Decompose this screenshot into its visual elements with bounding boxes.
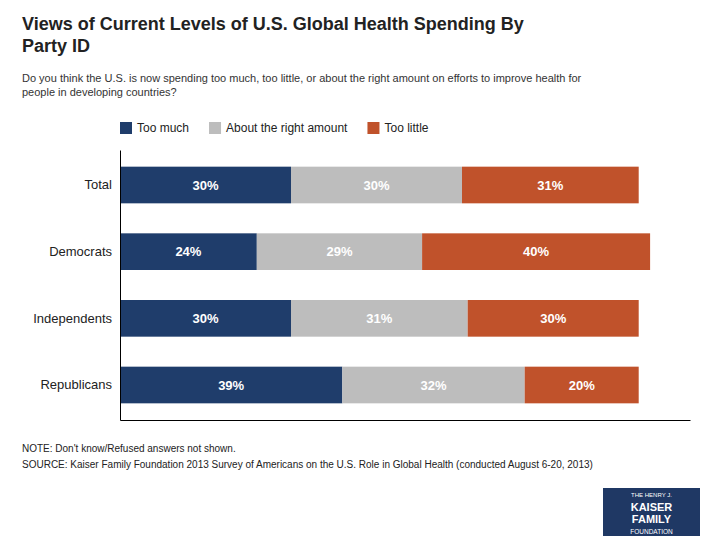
tick: Independents [33,310,112,325]
legend-label: Too much [137,121,189,135]
title: Views of Current Levels of U.S. Global H… [22,14,524,56]
bar [120,300,291,337]
logo-text: FOUNDATION [630,528,673,535]
legend-label: About the right amount [226,121,348,135]
legend-swatch [209,122,221,134]
bar [468,300,639,337]
title-line: Views of Current Levels of U.S. Global H… [22,14,524,34]
legend-label: Too little [384,121,428,135]
legend-swatch [120,122,132,134]
legend-item: Too little [367,121,428,135]
subtitle-line: Do you think the U.S. is now spending to… [22,72,582,84]
data-label: 31% [366,311,392,326]
bar [342,367,524,404]
bar [525,367,639,404]
logo-text: KAISER [631,501,673,513]
data-label: 39% [218,378,244,393]
logo: THE HENRY J. KAISERFAMILY FOUNDATION [603,488,700,536]
value-axis [121,420,691,421]
bar [422,233,650,270]
bar [257,233,422,270]
data-label: 31% [537,178,563,193]
axis-line [121,420,691,421]
data-label: 30% [192,311,218,326]
tick-label: Independents [33,310,112,325]
tick: Democrats [49,244,112,259]
data-label: 24% [175,244,201,259]
tick: Republicans [40,377,112,392]
legend: Too much About the right amount Too little [120,121,429,135]
category-axis: Total Democrats Independents Republicans [33,151,120,421]
bar [291,167,462,204]
bar [291,300,468,337]
data-label: 29% [326,244,352,259]
tick-label: Total [85,177,113,192]
data-label: 30% [540,311,566,326]
legend-item: About the right amount [209,121,348,135]
data-label: 40% [523,244,549,259]
axis-line [120,151,121,421]
data-label: 30% [363,178,389,193]
tick-label: Republicans [40,377,112,392]
data-label: 32% [420,378,446,393]
chart: Views of Current Levels of U.S. Global H… [0,0,720,540]
tick: Total [85,177,113,192]
plot: 30% 24% 30% 39% 30% 29% 31% 32% 31% 40% 30% 20% Tota… [33,151,690,421]
logo-text: THE HENRY J. [631,492,672,498]
data-label: 30% [192,178,218,193]
bar [120,233,257,270]
legend-swatch [367,122,379,134]
logo-text: FAMILY [632,513,672,525]
data-label: 20% [569,378,595,393]
legend-item: Too much [120,121,189,135]
note: SOURCE: Kaiser Family Foundation 2013 Su… [22,459,593,470]
data-labels: 30% 24% 30% 39% 30% 29% 31% 32% 31% 40% 30% 20% [175,178,595,393]
logo-box [603,488,700,536]
title-line: Party ID [22,36,90,56]
bars [120,167,650,404]
bar [120,167,291,204]
bar [120,367,342,404]
subtitle: Do you think the U.S. is now spending to… [22,72,582,98]
note: NOTE: Don't know/Refused answers not sho… [22,443,236,454]
tick-label: Democrats [49,244,112,259]
bar [462,167,639,204]
subtitle-line: people in developing countries? [22,86,177,98]
